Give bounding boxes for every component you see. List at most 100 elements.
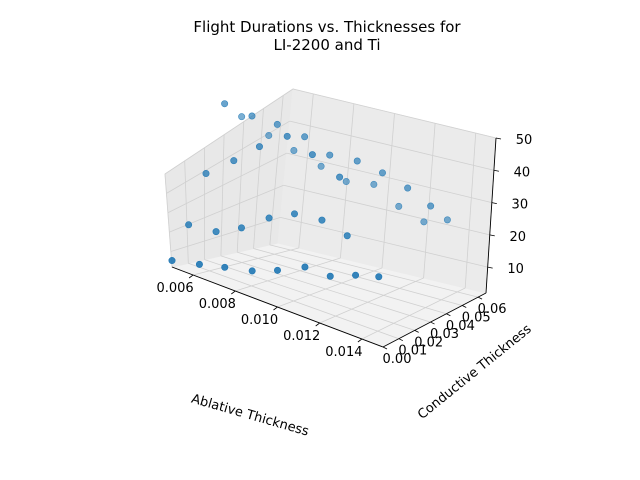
- x-tick-mark: [188, 274, 194, 279]
- scatter-point: [370, 180, 378, 188]
- scatter-point: [273, 120, 281, 128]
- x-tick-label: 0.008: [199, 297, 236, 312]
- y-gridline: [220, 255, 431, 323]
- y-tick-mark: [462, 305, 467, 308]
- z-tick-label: 30: [512, 198, 529, 213]
- y-gridline: [237, 251, 447, 315]
- x-tick-label: 0.010: [241, 313, 278, 328]
- scatter-point: [326, 272, 334, 280]
- x-gridline: [235, 257, 341, 292]
- y-tick-mark: [414, 330, 419, 333]
- scatter-point: [336, 173, 344, 181]
- z-tick-mark: [487, 266, 493, 269]
- y-tick-label: 0.02: [414, 335, 443, 350]
- x-tick-mark: [231, 290, 236, 295]
- scatter-point: [273, 266, 281, 274]
- z-tick-mark: [489, 234, 495, 237]
- scatter-point: [168, 257, 176, 265]
- y-tick-label: 0.04: [446, 319, 475, 334]
- scatter-point: [237, 224, 245, 232]
- scatter-point: [212, 228, 220, 236]
- y-tick-mark: [398, 338, 404, 342]
- tick-marks: [188, 137, 502, 350]
- y-tick-mark: [446, 313, 451, 317]
- scatter-point: [404, 184, 412, 192]
- x-tick-label: 0.014: [325, 345, 362, 360]
- scatter-point: [248, 267, 256, 275]
- y-tick-mark: [477, 296, 483, 300]
- z-tick-label: 10: [507, 262, 524, 277]
- y-tick-mark: [430, 321, 435, 325]
- y-tick-label: 0.05: [462, 310, 491, 325]
- data-markers: [168, 100, 451, 281]
- chart-title-line-2: LI-2200 and Ti: [274, 36, 381, 54]
- scatter-point: [255, 143, 263, 151]
- z-tick-label: 50: [516, 133, 533, 148]
- z-tick-label: 20: [509, 230, 526, 245]
- y-gridline: [188, 262, 399, 340]
- scatter-point: [395, 202, 403, 210]
- scatter-point: [290, 210, 298, 218]
- scatter-point: [301, 133, 309, 141]
- y-tick-label: 0.01: [398, 344, 427, 359]
- z-tick-mark: [491, 202, 497, 204]
- left-pane: [164, 88, 294, 268]
- scatter-point: [202, 169, 210, 177]
- grid-lines: [164, 88, 497, 348]
- x-tick-mark: [357, 338, 363, 343]
- scatter-point: [195, 260, 203, 268]
- z-gridline: [289, 120, 495, 171]
- scatter-point: [221, 263, 229, 271]
- z-gridline: [170, 216, 281, 252]
- z-gridline: [280, 216, 488, 268]
- x-gridline: [361, 287, 466, 340]
- scatter-point: [342, 178, 350, 186]
- z-gridline: [164, 88, 294, 175]
- y-tick-label: 0.03: [430, 327, 459, 342]
- y-gridline: [269, 244, 479, 298]
- scatter-point: [301, 263, 309, 271]
- z-gridline: [292, 88, 497, 139]
- y-tick-mark: [382, 346, 388, 350]
- chart-title-line-1: Flight Durations vs. Thicknesses for: [193, 18, 461, 36]
- scatter-point: [290, 146, 298, 154]
- scatter-point: [443, 216, 451, 224]
- scatter-point: [308, 151, 316, 159]
- z-tick-mark: [493, 169, 499, 172]
- scatter-point: [378, 169, 386, 177]
- x-gridline: [319, 277, 424, 324]
- scatter-point: [375, 273, 383, 281]
- z-gridline: [286, 152, 492, 203]
- scatter-point: [221, 100, 229, 108]
- scatter-point: [326, 151, 334, 159]
- x-tick-mark: [315, 322, 320, 327]
- x-gridline: [277, 267, 383, 308]
- scatter-point: [265, 214, 273, 222]
- scatter-point: [230, 157, 238, 165]
- z-gridline: [167, 152, 287, 214]
- scatter-point: [265, 131, 273, 139]
- scatter-point: [343, 232, 351, 240]
- x-tick-label: 0.012: [283, 329, 320, 344]
- y-gridline: [204, 259, 415, 331]
- scatter-point: [248, 112, 256, 120]
- x-tick-label: 0.006: [156, 281, 193, 296]
- x-tick-mark: [273, 306, 278, 311]
- scatter-point: [352, 271, 360, 279]
- y-tick-label: 0.00: [383, 352, 412, 367]
- z-tick-mark: [495, 137, 502, 140]
- scatter-point: [238, 113, 246, 121]
- scatter-point: [420, 218, 428, 226]
- scatter-point: [318, 216, 326, 224]
- x-axis-label: Ablative Thickness: [189, 392, 310, 440]
- scatter-point: [317, 162, 325, 170]
- z-tick-label: 40: [514, 165, 531, 180]
- z-gridline: [283, 184, 490, 236]
- y-tick-label: 0.06: [478, 302, 507, 317]
- scatter-point: [283, 132, 291, 140]
- scatter-point: [427, 202, 435, 210]
- scatter-point: [353, 157, 361, 165]
- y-axis-line: [382, 292, 487, 348]
